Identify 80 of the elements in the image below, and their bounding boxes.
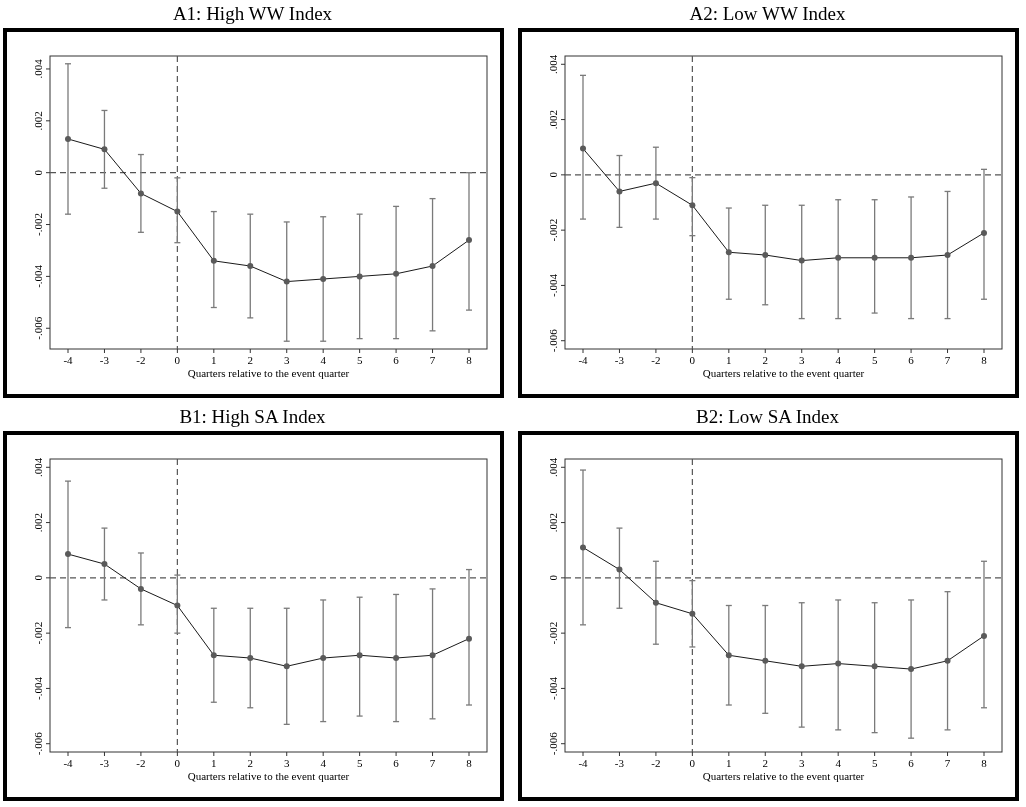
y-tick-label: 0 bbox=[547, 171, 559, 178]
chart-title: B2: Low SA Index bbox=[695, 406, 840, 427]
x-tick-label: 4 bbox=[320, 757, 327, 769]
y-tick-label: 0 bbox=[32, 574, 44, 581]
x-tick-label: 7 bbox=[429, 757, 436, 769]
x-axis-title: Quarters relative to the event quarter bbox=[187, 367, 350, 379]
y-tick-label: -.004 bbox=[32, 676, 44, 700]
x-tick-label: 2 bbox=[762, 354, 769, 366]
x-tick-label: -2 bbox=[136, 757, 146, 769]
y-tick-label: -.006 bbox=[547, 731, 559, 756]
x-axis-title: Quarters relative to the event quarter bbox=[702, 367, 865, 379]
x-tick-label: 3 bbox=[283, 757, 290, 769]
x-tick-label: 0 bbox=[174, 354, 181, 366]
y-tick-label: .002 bbox=[547, 512, 559, 533]
y-tick-label: -.006 bbox=[32, 731, 44, 756]
y-tick-label: .004 bbox=[547, 54, 559, 74]
x-tick-label: 1 bbox=[726, 757, 732, 769]
x-tick-label: 4 bbox=[320, 354, 327, 366]
x-tick-label: 5 bbox=[871, 354, 878, 366]
chart-title: A2: Low WW Index bbox=[689, 3, 846, 24]
x-tick-label: 8 bbox=[981, 354, 988, 366]
x-tick-label: 5 bbox=[356, 757, 363, 769]
y-tick-label: -.002 bbox=[547, 218, 559, 242]
x-tick-label: 3 bbox=[798, 757, 805, 769]
chart-title: B1: High SA Index bbox=[179, 406, 327, 427]
x-tick-label: 6 bbox=[393, 354, 400, 366]
x-tick-label: 0 bbox=[689, 757, 696, 769]
x-axis-title: Quarters relative to the event quarter bbox=[702, 770, 865, 782]
x-tick-label: -3 bbox=[99, 354, 110, 366]
x-tick-label: 0 bbox=[174, 757, 181, 769]
y-tick-label: -.002 bbox=[547, 621, 559, 645]
y-tick-label: 0 bbox=[32, 169, 44, 176]
y-tick-label: .004 bbox=[32, 457, 44, 477]
x-tick-label: -3 bbox=[614, 354, 625, 366]
x-tick-label: -2 bbox=[651, 757, 661, 769]
y-tick-label: -.004 bbox=[32, 264, 44, 288]
y-tick-label: -.006 bbox=[547, 328, 559, 353]
x-tick-label: 7 bbox=[944, 354, 951, 366]
x-tick-label: 5 bbox=[356, 354, 363, 366]
x-tick-label: 3 bbox=[283, 354, 290, 366]
y-tick-label: .002 bbox=[547, 109, 559, 130]
x-tick-label: 4 bbox=[835, 757, 842, 769]
x-tick-label: 1 bbox=[726, 354, 732, 366]
x-tick-label: 8 bbox=[466, 757, 473, 769]
x-tick-label: -2 bbox=[651, 354, 661, 366]
x-tick-label: 6 bbox=[393, 757, 400, 769]
x-tick-label: -4 bbox=[578, 354, 589, 366]
y-tick-label: .004 bbox=[547, 457, 559, 477]
x-tick-label: 7 bbox=[944, 757, 951, 769]
x-tick-label: 1 bbox=[211, 757, 217, 769]
x-tick-label: 7 bbox=[429, 354, 436, 366]
chart-title: A1: High WW Index bbox=[172, 3, 333, 24]
x-tick-label: 1 bbox=[211, 354, 217, 366]
x-tick-label: 2 bbox=[247, 757, 254, 769]
x-tick-label: 0 bbox=[689, 354, 696, 366]
y-tick-label: -.004 bbox=[547, 676, 559, 700]
x-tick-label: -4 bbox=[63, 354, 74, 366]
x-tick-label: 6 bbox=[908, 757, 915, 769]
x-tick-label: -4 bbox=[578, 757, 589, 769]
x-tick-label: 8 bbox=[981, 757, 988, 769]
x-tick-label: -2 bbox=[136, 354, 146, 366]
y-tick-label: .002 bbox=[32, 512, 44, 533]
x-axis-title: Quarters relative to the event quarter bbox=[187, 770, 350, 782]
x-tick-label: 8 bbox=[466, 354, 473, 366]
x-tick-label: -4 bbox=[63, 757, 74, 769]
x-tick-label: 2 bbox=[762, 757, 769, 769]
y-tick-label: .004 bbox=[32, 58, 44, 79]
y-tick-label: -.006 bbox=[32, 316, 44, 340]
x-tick-label: 2 bbox=[247, 354, 254, 366]
x-tick-label: 6 bbox=[908, 354, 915, 366]
y-tick-label: .002 bbox=[32, 111, 44, 131]
y-tick-label: 0 bbox=[547, 574, 559, 581]
y-tick-label: -.002 bbox=[32, 213, 44, 236]
y-tick-label: -.004 bbox=[547, 273, 559, 297]
x-tick-label: 5 bbox=[871, 757, 878, 769]
y-tick-label: -.002 bbox=[32, 621, 44, 645]
x-tick-label: 3 bbox=[798, 354, 805, 366]
x-tick-label: -3 bbox=[614, 757, 625, 769]
x-tick-label: 4 bbox=[835, 354, 842, 366]
x-tick-label: -3 bbox=[99, 757, 110, 769]
